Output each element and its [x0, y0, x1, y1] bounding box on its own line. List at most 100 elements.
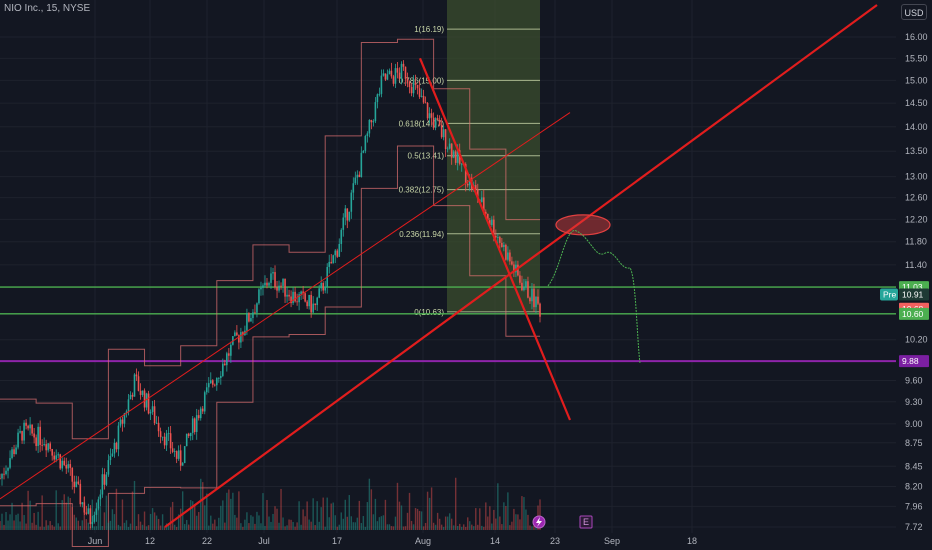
volume-bar	[416, 508, 419, 530]
y-tick-label: 11.80	[905, 237, 927, 247]
volume-bar	[97, 507, 100, 530]
volume-bar	[23, 515, 25, 530]
volume-bar	[304, 516, 306, 530]
candle-body	[51, 448, 53, 456]
candle-body	[350, 192, 353, 212]
candle-body	[240, 332, 242, 343]
fibonacci-retracement[interactable]: 1(16.19) 0.786(15.00) 0.618(14.07) 0.5(13.4…	[399, 0, 540, 317]
candle-body	[535, 296, 537, 308]
volume-bar	[296, 522, 298, 530]
candle-body	[434, 118, 437, 128]
volume-bar	[344, 499, 346, 530]
volume-bar	[517, 514, 519, 530]
candle-body	[129, 394, 132, 400]
volume-bar	[43, 526, 45, 530]
candle-body	[278, 285, 280, 291]
x-tick-label: 18	[687, 536, 697, 546]
volume-bar	[173, 524, 176, 530]
candle-body	[193, 418, 196, 432]
candle-body	[442, 129, 445, 138]
candle-body	[372, 121, 375, 123]
volume-bar	[487, 516, 489, 530]
candle-body	[103, 474, 106, 485]
volume-bar	[394, 516, 397, 530]
candle-body	[15, 447, 17, 455]
candle-body	[67, 464, 70, 469]
volume-bar	[135, 526, 138, 530]
falling-trend-line	[418, 57, 572, 421]
y-tick-label: 12.20	[905, 214, 928, 224]
horizontal-levels[interactable]	[0, 286, 896, 363]
candle-body	[220, 375, 222, 378]
candle-body	[529, 297, 531, 302]
candle-body	[292, 291, 294, 304]
candle-body	[402, 63, 405, 67]
candle-body	[366, 133, 369, 137]
volume-bar	[406, 512, 409, 530]
candle-body	[11, 449, 13, 459]
fib-level-label: 0.5(13.41)	[408, 152, 445, 161]
candle-body	[493, 219, 495, 236]
volume-bar	[226, 492, 228, 530]
candle-body	[123, 413, 126, 424]
y-tick-label: 13.50	[905, 146, 928, 156]
volume-bar	[27, 490, 29, 530]
candle-body	[161, 436, 164, 438]
volume-bar	[216, 526, 218, 530]
volume-bar	[408, 492, 411, 530]
volume-bar	[99, 507, 102, 530]
volume-bar	[328, 517, 330, 530]
symbol-title[interactable]: NIO Inc., 15, NYSE	[4, 3, 91, 14]
candle-body	[29, 424, 31, 429]
candle-body	[43, 444, 45, 446]
candle-body	[268, 282, 270, 286]
volume-bar	[187, 524, 190, 530]
candle-body	[211, 380, 214, 385]
candle-body	[119, 419, 122, 426]
volume-bar	[115, 488, 118, 530]
candle-body	[400, 63, 403, 79]
volume-bar	[348, 495, 350, 530]
y-tick-label: 13.00	[905, 172, 928, 182]
candle-body	[276, 287, 278, 291]
candle-body	[135, 374, 138, 377]
volume-bar	[61, 500, 63, 530]
volume-bars	[0, 477, 541, 530]
candle-body	[149, 411, 152, 414]
volume-bar	[332, 502, 334, 530]
candle-body	[97, 499, 100, 509]
volume-bar	[503, 502, 505, 530]
candle-body	[474, 185, 477, 190]
volume-bar	[274, 506, 276, 530]
volume-bar	[398, 501, 401, 530]
candle-body	[509, 252, 511, 262]
candle-body	[454, 151, 457, 163]
volume-bar	[143, 511, 146, 530]
earnings-marker[interactable]	[579, 515, 593, 529]
candle-body	[93, 514, 96, 522]
y-tick-label: 9.30	[905, 397, 923, 407]
volume-bar	[157, 518, 160, 530]
volume-bar	[358, 500, 361, 530]
candle-body	[33, 433, 35, 438]
volume-bar	[212, 523, 214, 530]
volume-bar	[155, 515, 158, 530]
candle-body	[260, 287, 262, 290]
candle-body	[171, 448, 174, 452]
event-markers[interactable]: E	[532, 515, 593, 529]
volume-bar	[284, 526, 286, 530]
volume-bar	[153, 512, 156, 530]
drawings[interactable]	[0, 4, 878, 528]
currency-button[interactable]: USD	[901, 4, 927, 20]
volume-bar	[123, 522, 126, 530]
volume-bar	[483, 526, 485, 530]
candle-body	[111, 453, 114, 457]
x-tick-label: Sep	[604, 536, 620, 546]
volume-bar	[320, 507, 322, 530]
candle-body	[513, 264, 515, 273]
candle-body	[218, 377, 220, 379]
candle-body	[230, 344, 232, 356]
volume-bar	[430, 487, 433, 530]
